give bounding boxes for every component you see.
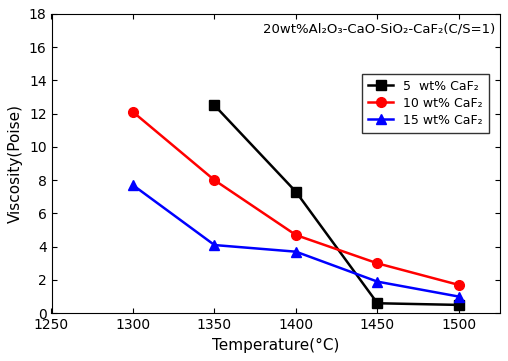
- 10 wt% CaF₂: [293, 233, 299, 237]
- 10 wt% CaF₂: [374, 261, 380, 265]
- Y-axis label: Viscosity(Poise): Viscosity(Poise): [8, 104, 23, 223]
- 10 wt% CaF₂: [211, 178, 217, 182]
- 5  wt% CaF₂: [456, 303, 462, 307]
- 15 wt% CaF₂: [456, 295, 462, 299]
- Text: 20wt%Al₂O₃-CaO-SiO₂-CaF₂(C/S=1): 20wt%Al₂O₃-CaO-SiO₂-CaF₂(C/S=1): [263, 23, 495, 36]
- 15 wt% CaF₂: [293, 249, 299, 254]
- 15 wt% CaF₂: [211, 243, 217, 247]
- 5  wt% CaF₂: [211, 103, 217, 108]
- 10 wt% CaF₂: [130, 110, 136, 114]
- 5  wt% CaF₂: [374, 301, 380, 305]
- Line: 10 wt% CaF₂: 10 wt% CaF₂: [128, 107, 464, 290]
- 10 wt% CaF₂: [456, 283, 462, 287]
- 15 wt% CaF₂: [130, 183, 136, 187]
- X-axis label: Temperature(°C): Temperature(°C): [212, 338, 339, 353]
- 5  wt% CaF₂: [293, 190, 299, 194]
- Legend: 5  wt% CaF₂, 10 wt% CaF₂, 15 wt% CaF₂: 5 wt% CaF₂, 10 wt% CaF₂, 15 wt% CaF₂: [362, 74, 489, 133]
- Line: 5  wt% CaF₂: 5 wt% CaF₂: [210, 100, 464, 310]
- 15 wt% CaF₂: [374, 279, 380, 284]
- Line: 15 wt% CaF₂: 15 wt% CaF₂: [128, 180, 464, 301]
